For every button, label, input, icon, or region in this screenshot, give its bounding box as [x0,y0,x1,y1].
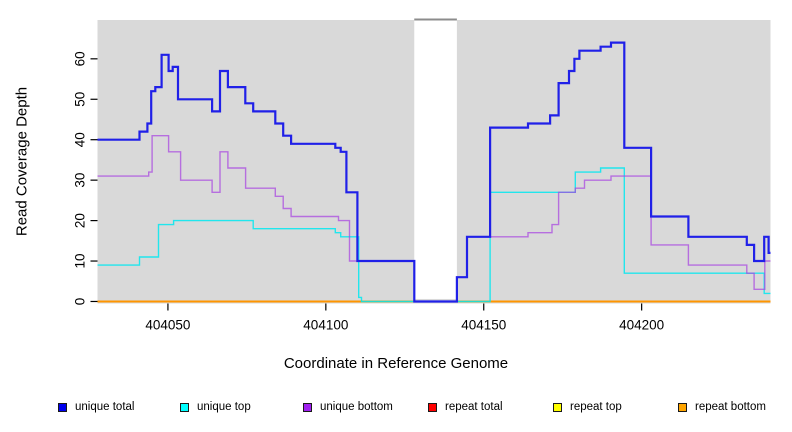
legend-item-unique-bottom: unique bottom [303,398,393,416]
legend-swatch-icon [428,402,437,412]
legend-swatch-icon [553,402,562,412]
legend-label: repeat total [445,401,503,413]
legend-swatch-icon [678,402,687,412]
y-tick-label: 30 [73,173,88,188]
y-tick-label: 0 [73,298,88,306]
gap-band [414,19,457,299]
x-tick-label: 404150 [461,318,506,333]
series-unique-total [97,41,771,303]
legend-label: repeat top [570,401,622,413]
y-tick-label: 60 [73,51,88,66]
legend-item-repeat-top: repeat top [553,398,622,416]
y-axis-label: Read Coverage Depth [13,86,31,237]
legend-swatch-icon [180,402,189,412]
legend-item-unique-total: unique total [58,398,134,416]
x-tick-label: 404100 [303,318,348,333]
legend-item-repeat-bottom: repeat bottom [678,398,766,416]
legend-swatch-icon [303,402,312,412]
legend-label: unique top [197,401,251,413]
y-tick-label: 50 [73,92,88,107]
legend-item-repeat-total: repeat total [428,398,503,416]
y-tick-label: 20 [73,213,88,228]
x-tick-label: 404200 [619,318,664,333]
y-tick-label: 10 [73,254,88,269]
legend-swatch-icon [58,402,67,412]
legend-label: unique total [75,401,135,413]
legend-item-unique-top: unique top [180,398,251,416]
y-tick-label: 40 [73,132,88,147]
x-tick-label: 404050 [145,318,190,333]
series-unique-top [97,167,771,303]
legend-label: repeat bottom [695,401,766,413]
legend: unique total unique top unique bottom repea… [0,398,792,422]
x-axis-label: Coordinate in Reference Genome [283,355,509,372]
legend-label: unique bottom [320,401,393,413]
